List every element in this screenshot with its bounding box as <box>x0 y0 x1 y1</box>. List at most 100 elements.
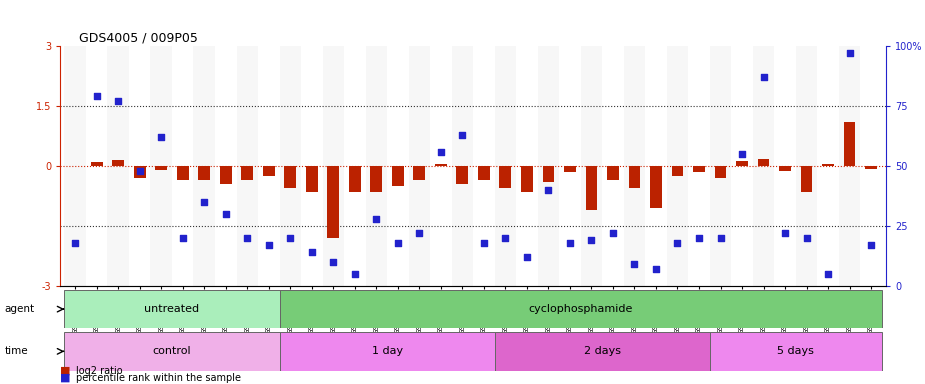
Bar <box>258 46 279 286</box>
Bar <box>715 166 726 178</box>
Bar <box>451 46 473 286</box>
Bar <box>413 166 426 180</box>
Bar <box>732 46 753 286</box>
Bar <box>284 166 296 188</box>
Point <box>520 254 535 260</box>
Point <box>778 230 793 236</box>
Point <box>218 211 233 217</box>
Bar <box>667 46 688 286</box>
Bar <box>279 46 301 286</box>
Bar <box>263 166 275 176</box>
Bar <box>818 46 839 286</box>
Bar <box>473 46 495 286</box>
Bar <box>323 46 344 286</box>
Bar <box>344 46 365 286</box>
Point <box>562 240 577 246</box>
Text: GDS4005 / 009P05: GDS4005 / 009P05 <box>79 31 198 44</box>
Bar <box>865 166 877 169</box>
Point <box>197 199 212 205</box>
Bar <box>709 332 882 371</box>
Point <box>734 151 749 157</box>
Point <box>842 50 857 56</box>
Point <box>390 240 405 246</box>
Bar <box>65 332 279 371</box>
Point <box>412 230 426 236</box>
Bar <box>349 166 361 192</box>
Text: ■: ■ <box>60 366 70 376</box>
Bar <box>629 166 640 188</box>
Point <box>283 235 298 241</box>
Bar <box>564 166 576 172</box>
Bar <box>387 46 409 286</box>
Bar <box>500 166 512 188</box>
Bar <box>774 46 796 286</box>
Bar <box>581 46 602 286</box>
Bar <box>623 46 646 286</box>
Point <box>90 93 105 99</box>
Bar <box>560 46 581 286</box>
Bar <box>822 164 834 166</box>
Point <box>692 235 707 241</box>
Point <box>111 98 126 104</box>
Text: 2 days: 2 days <box>584 346 621 356</box>
Bar <box>112 160 124 166</box>
Point <box>799 235 814 241</box>
Point <box>648 266 663 272</box>
Point <box>68 240 82 246</box>
Bar <box>844 122 856 166</box>
Text: control: control <box>153 346 191 356</box>
Bar <box>107 46 129 286</box>
Bar <box>241 166 253 180</box>
Bar <box>306 166 317 192</box>
Point <box>670 240 684 246</box>
Bar <box>177 166 189 180</box>
Point <box>176 235 191 241</box>
Bar <box>365 46 387 286</box>
Point <box>476 240 491 246</box>
Bar <box>646 46 667 286</box>
Point <box>132 168 147 174</box>
Bar <box>693 166 705 172</box>
Bar <box>237 46 258 286</box>
Point <box>262 242 277 248</box>
Bar <box>301 46 323 286</box>
Point <box>348 271 363 277</box>
Bar <box>151 46 172 286</box>
Text: ■: ■ <box>60 373 70 383</box>
Bar <box>86 46 107 286</box>
Bar <box>220 166 231 184</box>
Point <box>154 134 168 140</box>
Bar <box>430 46 451 286</box>
Text: cyclophosphamide: cyclophosphamide <box>528 304 633 314</box>
Bar <box>279 290 882 328</box>
Bar <box>65 290 279 328</box>
Bar <box>736 161 748 166</box>
Point <box>240 235 254 241</box>
Bar <box>607 166 619 180</box>
Point <box>455 132 470 138</box>
Point <box>606 230 621 236</box>
Point <box>584 237 598 243</box>
Text: percentile rank within the sample: percentile rank within the sample <box>76 373 240 383</box>
Bar <box>392 166 404 186</box>
Bar <box>602 46 623 286</box>
Bar <box>193 46 215 286</box>
Bar <box>688 46 709 286</box>
Text: 1 day: 1 day <box>372 346 402 356</box>
Text: time: time <box>5 346 29 356</box>
Bar <box>779 166 791 171</box>
Bar <box>801 166 812 192</box>
Bar <box>542 166 554 182</box>
Bar <box>327 166 339 238</box>
Point <box>713 235 728 241</box>
Bar <box>521 166 533 192</box>
Point <box>864 242 879 248</box>
Bar <box>672 166 684 176</box>
Text: log2 ratio: log2 ratio <box>76 366 122 376</box>
Point <box>627 262 642 268</box>
Bar <box>215 46 237 286</box>
Bar <box>456 166 468 184</box>
Bar <box>155 166 167 170</box>
Bar <box>198 166 210 180</box>
Bar <box>65 46 86 286</box>
